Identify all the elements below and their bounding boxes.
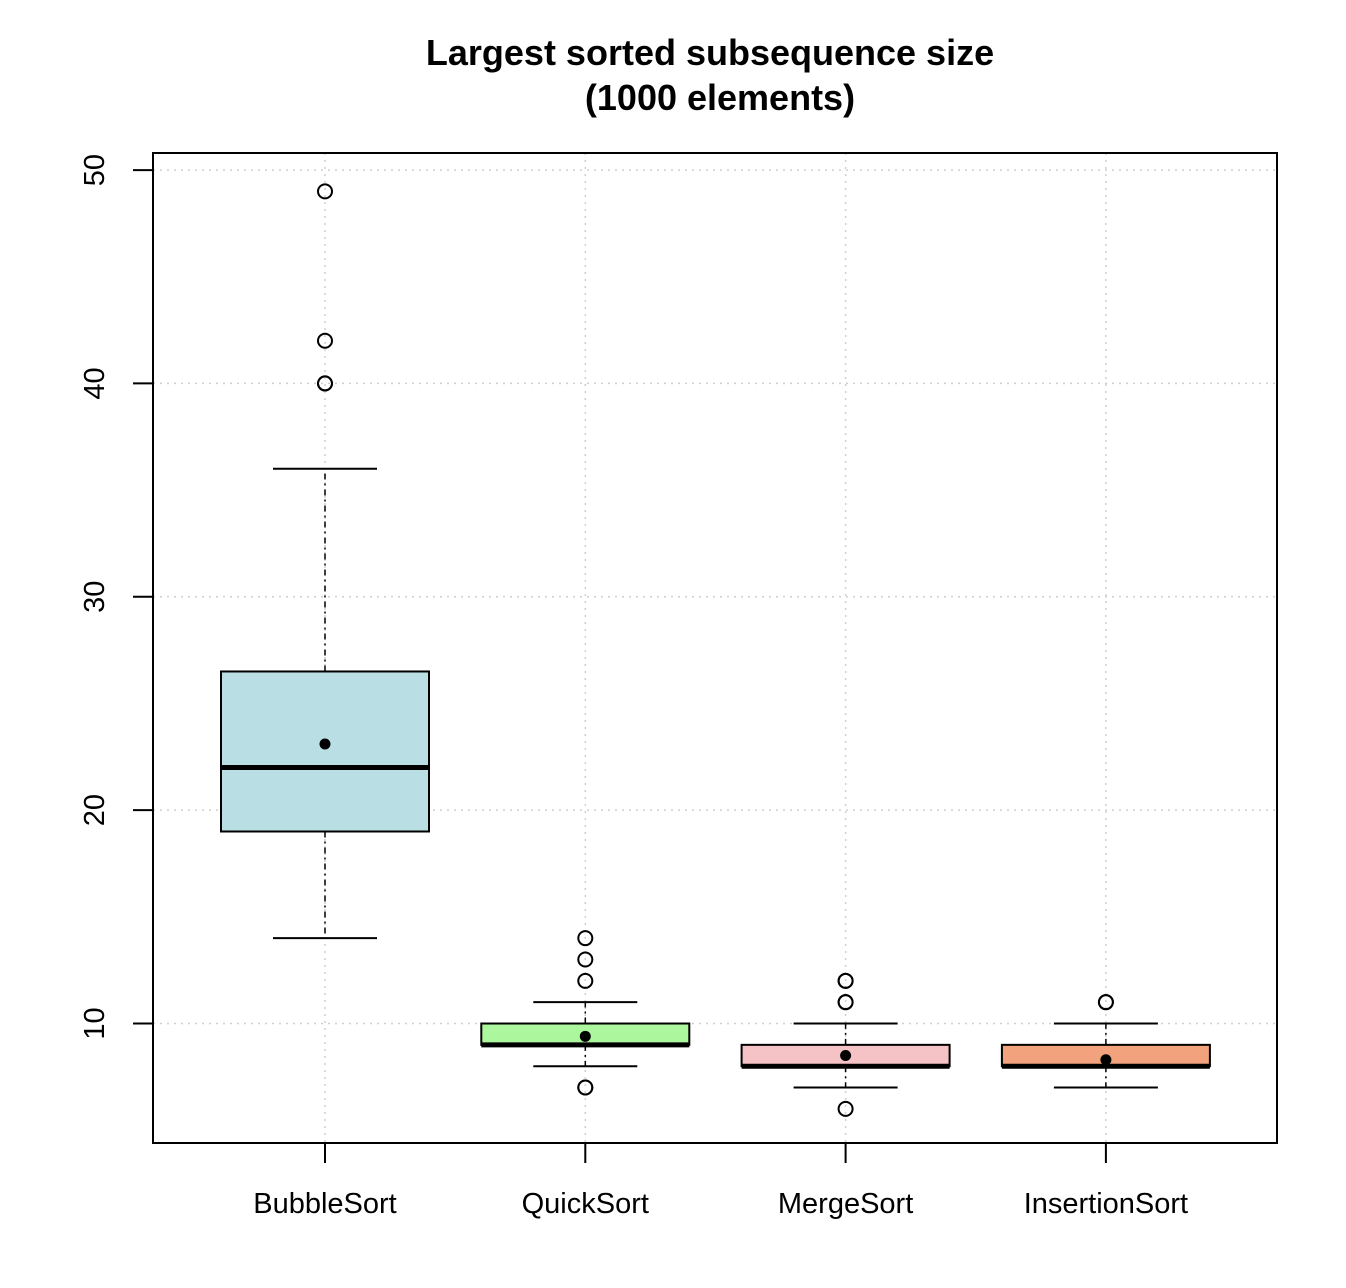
mean-point [840,1050,852,1062]
mean-point [579,1030,591,1042]
outlier-point [837,972,854,989]
y-axis: 10 20 30 40 50 [79,154,153,1040]
x-tick-label: BubbleSort [253,1188,397,1220]
grid [153,153,1277,1143]
outlier-point [577,1079,594,1096]
outlier-point [577,951,594,968]
outlier-point [837,994,854,1011]
outlier-point [317,332,333,349]
chart-title: Largest sorted subsequence size [426,32,994,73]
outlier-point [577,930,594,947]
mean-point [1100,1054,1112,1066]
box-series [220,183,1211,1117]
x-axis: BubbleSort QuickSort MergeSort InsertionSor… [253,1143,1188,1220]
y-tick-label: 20 [79,794,111,826]
outlier-point [1097,994,1114,1011]
x-tick-label: InsertionSort [1024,1188,1188,1220]
outlier-point [837,1100,854,1117]
box-bubblesort [220,183,430,940]
mean-point [319,738,331,750]
outlier-point [317,375,333,392]
y-tick-label: 10 [79,1007,111,1039]
outlier-point [577,972,594,989]
plot-frame [152,152,1278,1144]
y-tick-label: 50 [79,154,111,186]
x-tick-label: MergeSort [778,1188,913,1220]
chart-subtitle: (1000 elements) [585,77,855,118]
outlier-point [317,183,333,200]
box-insertionsort [1000,994,1211,1089]
y-tick-label: 40 [79,367,111,399]
y-tick-label: 30 [79,581,111,613]
box-iqr [220,670,430,833]
box-mergesort [740,972,951,1117]
x-tick-label: QuickSort [522,1188,649,1220]
box-quicksort [480,930,691,1096]
